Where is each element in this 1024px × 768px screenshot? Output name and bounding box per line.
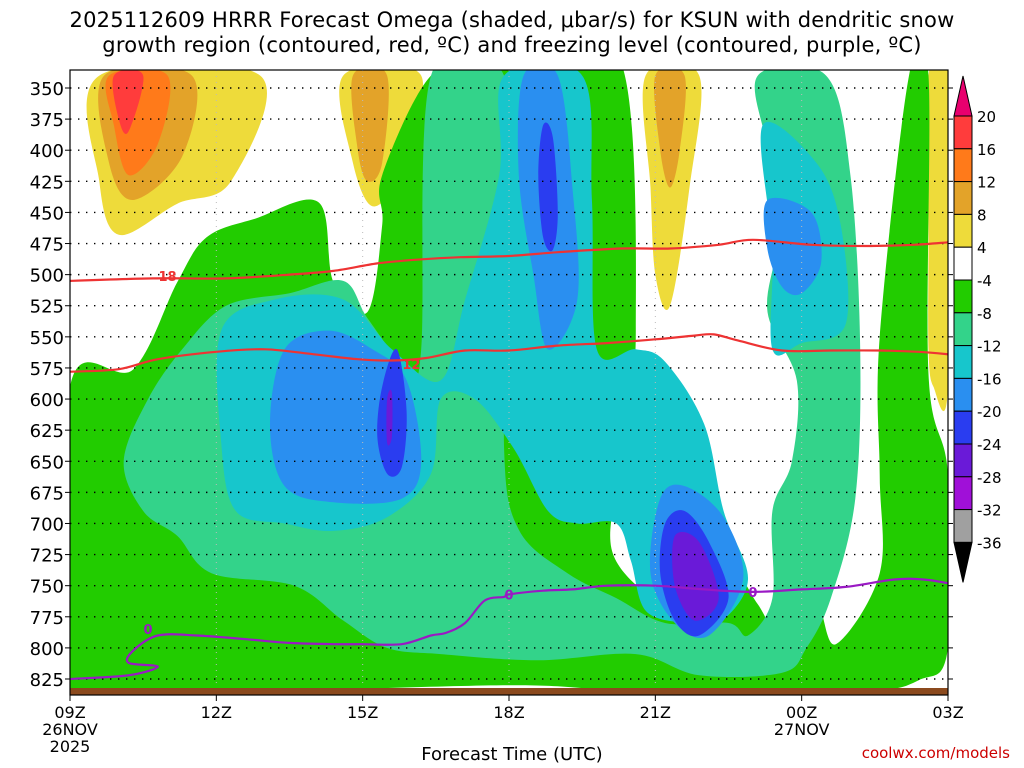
colorbar: 20 16 12 8 4 -4 -8 -12 -16 -20 -24 -28 -32 -36 <box>953 75 1002 583</box>
colorbar-label-6: -8 <box>977 305 992 323</box>
colorbar-label-8: -16 <box>977 370 1002 388</box>
colorbar-label-9: -20 <box>977 403 1002 421</box>
colorbar-swatch-12 <box>953 509 973 543</box>
ground-surface-bar <box>70 688 948 695</box>
y-tick-label-650: 650 <box>30 452 64 473</box>
y-tick-label-775: 775 <box>30 608 64 629</box>
y-tick-label-800: 800 <box>30 639 64 660</box>
colorbar-label-2: 12 <box>977 174 996 192</box>
contour-labels: 18 12 0 0 0 <box>144 270 758 638</box>
y-axis-ticks: 350 375 400 425 450 475 500 525 550 575 600 625 650 6… <box>30 79 953 691</box>
y-tick-label-375: 375 <box>30 110 64 131</box>
omega-region-16-3 <box>112 70 144 134</box>
x-tick-label-21Z: 21Z <box>640 703 671 722</box>
contour-label--12C: 12 <box>402 358 420 373</box>
omega-region--20-20 <box>538 122 558 252</box>
x-tick-label-09Z: 09Z <box>54 703 85 722</box>
colorbar-label-12: -32 <box>977 502 1002 520</box>
colorbar-swatch-3 <box>953 213 973 248</box>
contour--12C <box>70 332 948 373</box>
y-tick-label-625: 625 <box>30 421 64 442</box>
colorbar-label-11: -28 <box>977 469 1002 487</box>
colorbar-swatch-10 <box>953 443 973 478</box>
y-tick-label-550: 550 <box>30 328 64 349</box>
chart-title-line-1: 2025112609 HRRR Forecast Omega (shaded, … <box>69 8 955 32</box>
x-tick-year-09Z: 2025 <box>50 737 91 756</box>
y-tick-label-450: 450 <box>30 203 64 224</box>
grid-lines <box>70 70 948 688</box>
colorbar-swatch-8 <box>953 377 973 412</box>
omega-shaded-regions <box>70 70 948 688</box>
colorbar-label-4: 4 <box>977 239 987 257</box>
x-tick-label-15Z: 15Z <box>347 703 378 722</box>
omega-region-4-6 <box>642 70 702 310</box>
y-tick-label-825: 825 <box>30 670 64 691</box>
colorbar-label-10: -24 <box>977 436 1002 454</box>
y-tick-label-475: 475 <box>30 235 64 256</box>
omega-region-8-5 <box>351 70 389 182</box>
y-tick-label-750: 750 <box>30 577 64 598</box>
y-tick-label-350: 350 <box>30 79 64 100</box>
colorbar-swatch-9 <box>953 410 973 445</box>
x-tick-label-18Z: 18Z <box>493 703 524 722</box>
colorbar-label-3: 8 <box>977 206 987 224</box>
y-tick-label-425: 425 <box>30 172 64 193</box>
colorbar-swatch-11 <box>953 476 973 511</box>
colorbar-label-0: 20 <box>977 108 996 126</box>
contour-label--18C: 18 <box>159 270 177 285</box>
colorbar-label-5: -4 <box>977 272 992 290</box>
contour-0C <box>70 577 948 681</box>
x-tick-date-09Z: 26NOV <box>42 720 98 739</box>
colorbar-label-7: -12 <box>977 338 1002 356</box>
colorbar-bottom-arrow <box>953 541 973 583</box>
colorbar-swatch-6 <box>953 312 973 347</box>
omega-region-4-8 <box>927 70 948 412</box>
y-tick-label-500: 500 <box>30 266 64 287</box>
omega-region--16-18 <box>763 197 822 296</box>
contour-label-0C-label2: 0 <box>504 588 513 603</box>
omega-region-8-7 <box>654 70 686 188</box>
y-tick-label-525: 525 <box>30 297 64 318</box>
chart-title-line-2: growth region (contoured, red, ºC) and f… <box>102 33 922 57</box>
colorbar-label-1: 16 <box>977 141 996 159</box>
colorbar-swatch-4 <box>953 246 973 281</box>
contour-lines <box>70 238 948 681</box>
x-axis-label: Forecast Time (UTC) <box>421 744 603 765</box>
credit-link[interactable]: coolwx.com/models <box>861 744 1010 762</box>
y-tick-label-700: 700 <box>30 514 64 535</box>
contour-label-0C: 0 <box>144 623 153 638</box>
contour-label-0C-label3: 0 <box>748 586 757 601</box>
colorbar-swatch-2 <box>953 181 973 215</box>
y-tick-label-600: 600 <box>30 390 64 411</box>
colorbar-swatch-7 <box>953 345 973 379</box>
omega-region--24-23 <box>386 389 393 446</box>
x-tick-label-00Z: 00Z <box>786 703 817 722</box>
contour--18C <box>70 238 948 282</box>
x-tick-label-12Z: 12Z <box>201 703 232 722</box>
colorbar-swatch-1 <box>953 148 973 183</box>
colorbar-label-13: -36 <box>977 534 1002 552</box>
x-tick-date-00Z: 27NOV <box>774 720 830 739</box>
y-tick-label-400: 400 <box>30 141 64 162</box>
colorbar-swatch-5 <box>953 279 973 314</box>
y-tick-label-575: 575 <box>30 359 64 380</box>
colorbar-swatch-0 <box>953 115 973 150</box>
y-tick-label-725: 725 <box>30 546 64 567</box>
omega-region--24-22 <box>672 531 719 621</box>
x-tick-label-03Z: 03Z <box>932 703 963 722</box>
colorbar-top-arrow <box>953 75 973 117</box>
y-tick-label-675: 675 <box>30 483 64 504</box>
